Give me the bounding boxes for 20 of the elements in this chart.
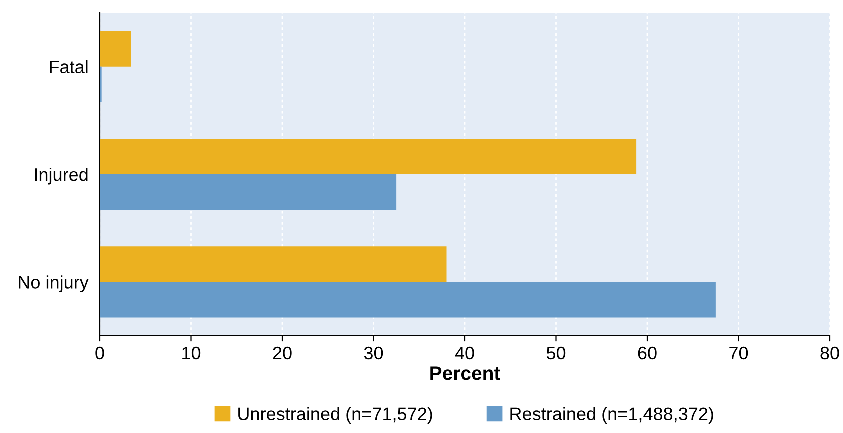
legend-label: Unrestrained (n=71,572) xyxy=(238,407,432,424)
x-tick-label: 10 xyxy=(182,346,201,360)
x-tick-label: 30 xyxy=(364,346,384,360)
x-axis-title: Percent xyxy=(430,366,500,380)
x-tick-label: 60 xyxy=(638,346,657,360)
legend-label: Restrained (n=1,488,372) xyxy=(510,407,714,424)
y-tick-label: No injury xyxy=(19,276,89,292)
bar xyxy=(100,174,397,210)
y-tick-label: Injured xyxy=(35,168,88,185)
x-tick-label: 80 xyxy=(820,346,840,360)
x-tick-label: 0 xyxy=(96,346,104,360)
x-tick-label: 40 xyxy=(455,346,474,360)
bar xyxy=(100,31,132,67)
bar xyxy=(100,282,716,318)
x-tick-label: 70 xyxy=(730,346,748,360)
x-tick-label: 20 xyxy=(273,346,292,360)
bar xyxy=(100,138,637,174)
y-tick-label: Fatal xyxy=(50,60,88,74)
bar xyxy=(100,246,447,282)
x-tick-label: 50 xyxy=(546,346,566,360)
